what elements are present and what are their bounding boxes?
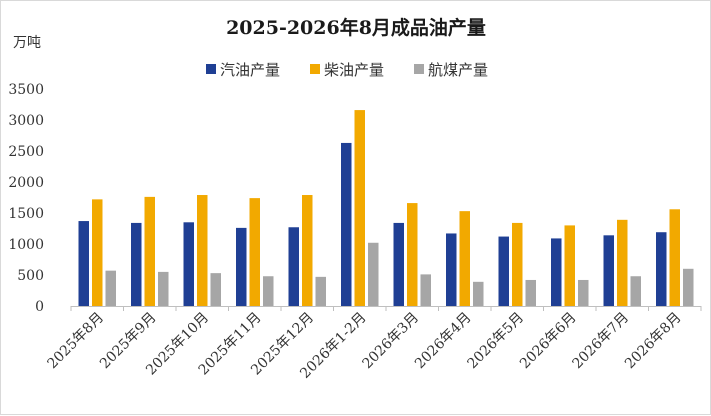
legend-swatch-2 <box>414 64 424 74</box>
y-tick-label: 2500 <box>8 144 44 160</box>
bar-1-3 <box>249 198 260 306</box>
y-tick-label: 3500 <box>8 82 44 98</box>
x-tick-label: 2026年8月 <box>622 310 685 373</box>
bar-0-4 <box>288 227 299 306</box>
bar-2-8 <box>525 279 536 306</box>
bar-2-1 <box>158 271 169 306</box>
bars <box>78 110 694 306</box>
legend-label-0: 汽油产量 <box>220 61 280 79</box>
x-axis: 2025年8月2025年9月2025年10月2025年11月2025年12月20… <box>44 306 702 382</box>
bar-0-5 <box>341 142 352 306</box>
bar-0-7 <box>446 233 457 306</box>
legend-label-1: 柴油产量 <box>324 61 384 79</box>
bar-0-1 <box>131 222 142 306</box>
bar-2-0 <box>105 270 116 306</box>
bar-1-0 <box>92 199 103 306</box>
bar-1-11 <box>669 209 680 306</box>
bar-1-10 <box>617 219 628 306</box>
y-tick-label: 3000 <box>8 113 44 129</box>
bar-1-5 <box>354 110 365 306</box>
bar-2-6 <box>420 274 431 306</box>
y-tick-label: 0 <box>35 299 44 315</box>
bar-0-11 <box>656 232 667 306</box>
bar-2-5 <box>368 242 379 306</box>
bar-1-9 <box>564 225 575 306</box>
bar-2-11 <box>683 268 694 306</box>
y-axis: 0 500 1000 1500 2000 2500 3000 3500 <box>8 82 44 315</box>
bar-1-8 <box>512 222 523 306</box>
y-tick-label: 1000 <box>8 237 44 253</box>
bar-1-2 <box>197 195 208 306</box>
bar-0-0 <box>78 221 89 306</box>
bar-1-7 <box>459 211 470 306</box>
bar-0-10 <box>603 235 614 306</box>
unit-label: 万吨 <box>13 35 41 51</box>
bar-1-4 <box>302 195 313 306</box>
legend-swatch-1 <box>310 64 320 74</box>
bar-0-2 <box>183 222 194 306</box>
bar-2-4 <box>315 276 326 306</box>
bar-0-9 <box>551 238 562 306</box>
legend: 汽油产量 柴油产量 航煤产量 <box>206 61 488 79</box>
bar-0-6 <box>393 222 404 306</box>
y-tick-label: 500 <box>17 268 44 284</box>
legend-swatch-0 <box>206 64 216 74</box>
y-tick-label: 1500 <box>8 206 44 222</box>
bar-2-2 <box>210 273 221 306</box>
bar-2-10 <box>630 276 641 306</box>
bar-0-8 <box>498 236 509 306</box>
bar-1-6 <box>407 203 418 306</box>
bar-1-1 <box>144 196 155 306</box>
legend-label-2: 航煤产量 <box>428 61 488 79</box>
y-tick-label: 2000 <box>8 175 44 191</box>
bar-2-3 <box>263 276 274 306</box>
bar-2-7 <box>473 281 484 306</box>
bar-2-9 <box>578 279 589 306</box>
chart-title: 2025-2026年8月成品油产量 <box>226 16 486 39</box>
bar-0-3 <box>236 227 247 306</box>
